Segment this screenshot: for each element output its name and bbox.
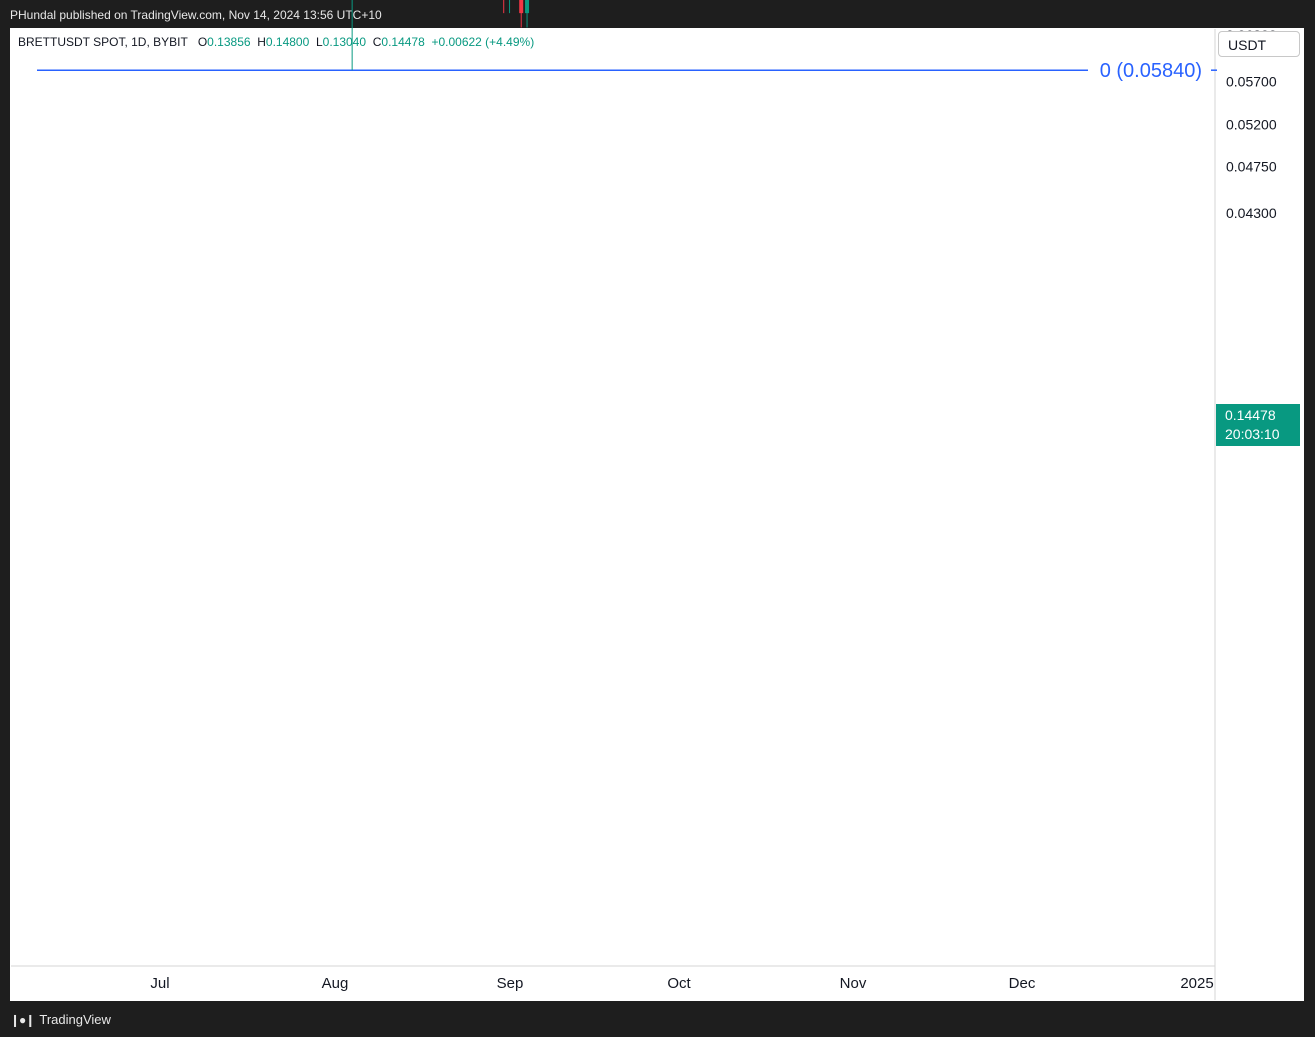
time-tick-label: Dec: [1009, 975, 1036, 992]
top-bar: [0, 0, 1315, 28]
bar-countdown: 20:03:10: [1225, 426, 1280, 442]
price-tick-label: 0.05200: [1226, 116, 1277, 132]
open-label: O: [197, 35, 208, 49]
tradingview-logo[interactable]: ❙●❙ TradingView: [10, 1012, 111, 1027]
time-tick-label: Nov: [840, 975, 867, 992]
price-tick-label: 0.05700: [1226, 74, 1277, 90]
low-label: L: [315, 35, 323, 49]
last-price-value: 0.14478: [1225, 407, 1276, 423]
symbol-legend: BRETTUSDT SPOT, 1D, BYBIT O0.13856 H0.14…: [18, 35, 534, 49]
high-value: 0.14800: [265, 35, 310, 49]
bottom-bar: [0, 1001, 1315, 1037]
chart-frame[interactable]: [10, 28, 1304, 1001]
price-tick-label: 0.04750: [1226, 159, 1277, 175]
low-value: 0.13040: [322, 35, 367, 49]
time-tick-label: Aug: [322, 975, 349, 992]
time-tick-label: Sep: [497, 975, 524, 992]
change-value: +0.00622 (+4.49%): [431, 35, 535, 49]
candle-body: [525, 0, 530, 14]
time-tick-label: 2025: [1180, 975, 1213, 992]
time-tick-label: Jul: [150, 975, 169, 992]
close-value: 0.14478: [381, 35, 425, 49]
published-text: PHundal published on TradingView.com, No…: [10, 8, 382, 22]
open-value: 0.13856: [207, 35, 251, 49]
last-price-badge: 0.14478 20:03:10: [1216, 404, 1300, 446]
high-label: H: [257, 35, 266, 49]
candle-body: [519, 0, 524, 14]
symbol-name: BRETTUSDT SPOT, 1D, BYBIT: [18, 35, 188, 49]
tradingview-mark-icon: ❙●❙: [10, 1012, 35, 1027]
tradingview-brand: TradingView: [39, 1012, 111, 1027]
close-label: C: [372, 35, 382, 49]
fib-label: 0 (0.05840): [1100, 60, 1202, 82]
currency-button[interactable]: USDT: [1218, 31, 1300, 57]
price-tick-label: 0.04300: [1226, 205, 1277, 221]
time-tick-label: Oct: [667, 975, 691, 992]
